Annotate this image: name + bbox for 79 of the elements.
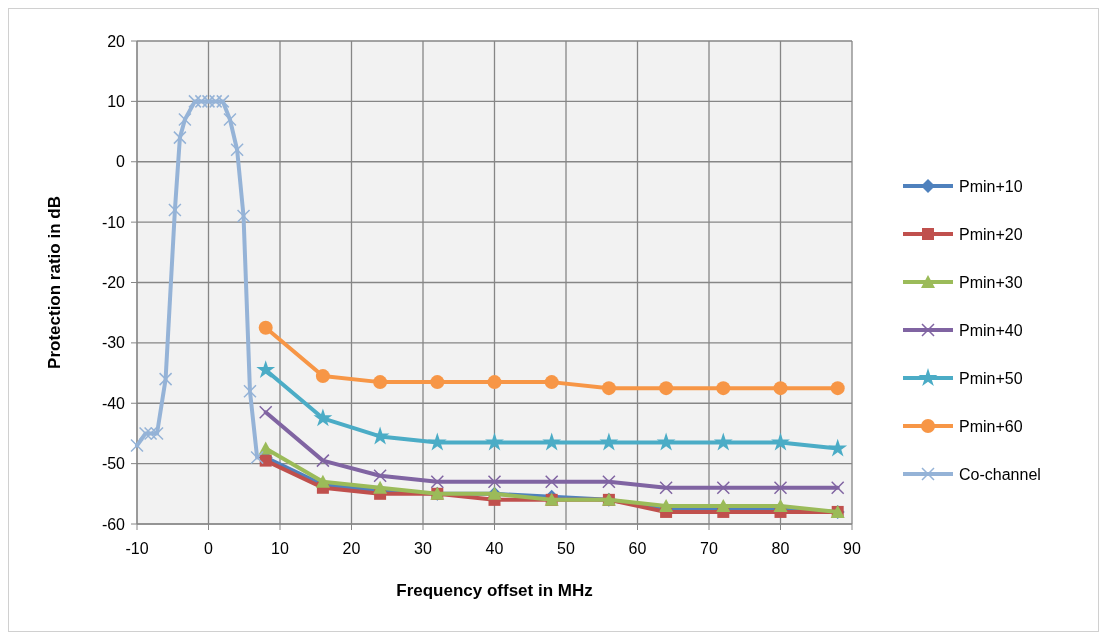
point xyxy=(258,320,273,335)
legend-label: Pmin+10 xyxy=(959,177,1023,195)
point xyxy=(830,381,845,396)
point xyxy=(230,142,244,157)
x-tick-label: -10 xyxy=(125,540,149,557)
point xyxy=(178,112,192,127)
point xyxy=(258,405,273,420)
legend-label: Pmin+40 xyxy=(959,321,1023,339)
x-tick-label: 90 xyxy=(843,540,861,557)
point xyxy=(659,381,674,396)
point xyxy=(256,360,276,379)
x-tick-label: 10 xyxy=(271,540,289,557)
point xyxy=(250,450,264,465)
point xyxy=(430,375,445,390)
point xyxy=(173,130,187,145)
point xyxy=(659,481,673,495)
point xyxy=(258,441,273,455)
point xyxy=(602,474,616,489)
point xyxy=(158,372,173,386)
point xyxy=(236,209,251,223)
point xyxy=(716,481,731,495)
point xyxy=(487,375,502,390)
point xyxy=(316,453,330,468)
y-tick-label: -20 xyxy=(101,274,126,292)
y-tick-label: 0 xyxy=(116,153,126,171)
y-tick-label: -30 xyxy=(101,334,126,352)
point xyxy=(601,381,616,396)
point xyxy=(713,432,733,451)
y-axis-title: Protection ratio in dB xyxy=(45,196,64,369)
point xyxy=(223,112,237,127)
x-tick-label: 40 xyxy=(485,540,504,557)
y-tick-label: -60 xyxy=(101,515,126,533)
x-tick-label: 30 xyxy=(414,540,432,557)
point xyxy=(773,481,788,495)
point xyxy=(771,432,790,451)
point xyxy=(373,480,388,494)
legend-label: Pmin+60 xyxy=(959,417,1023,435)
point xyxy=(427,432,447,451)
point xyxy=(716,498,731,512)
x-tick-label: 50 xyxy=(557,540,575,557)
x-tick-label: 20 xyxy=(342,540,361,557)
legend-label: Pmin+30 xyxy=(959,273,1023,291)
x-tick-label: 80 xyxy=(771,540,790,557)
point xyxy=(659,498,674,512)
y-tick-label: -10 xyxy=(101,213,126,231)
point xyxy=(315,474,330,488)
point xyxy=(313,408,333,427)
y-tick-label: 20 xyxy=(107,32,126,50)
point xyxy=(716,381,731,396)
point xyxy=(656,432,676,451)
point xyxy=(485,432,504,451)
point xyxy=(130,438,144,453)
point xyxy=(544,474,559,489)
point xyxy=(315,369,330,384)
point xyxy=(243,384,257,398)
point xyxy=(373,375,388,390)
point xyxy=(259,454,272,467)
point xyxy=(168,203,182,217)
legend-label: Co-channel xyxy=(959,465,1041,483)
point xyxy=(773,498,788,512)
legend-label: Pmin+20 xyxy=(959,225,1023,243)
point xyxy=(599,432,619,451)
x-tick-label: 0 xyxy=(204,540,214,557)
x-tick-label: 60 xyxy=(628,540,647,557)
point xyxy=(542,432,562,451)
y-tick-label: 10 xyxy=(107,92,126,110)
y-tick-label: -40 xyxy=(101,394,126,412)
point xyxy=(830,481,845,495)
legend-label: Pmin+50 xyxy=(959,369,1023,387)
point xyxy=(773,381,788,396)
y-tick-label: -50 xyxy=(101,455,126,473)
x-tick-label: 70 xyxy=(700,540,718,557)
point xyxy=(544,375,559,390)
point xyxy=(430,474,445,489)
x-axis-title: Frequency offset in MHz xyxy=(396,581,593,600)
point xyxy=(828,438,848,457)
point xyxy=(487,474,502,489)
point xyxy=(373,468,387,483)
point xyxy=(143,426,158,441)
